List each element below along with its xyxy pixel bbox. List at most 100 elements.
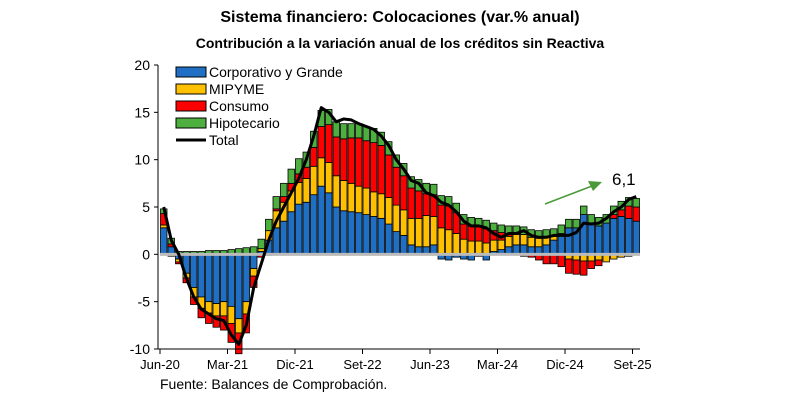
legend-label: Consumo — [209, 98, 269, 114]
y-tick-label: 0 — [142, 246, 150, 262]
bar-corporativo-y-grande — [287, 211, 295, 255]
bar-corporativo-y-grande — [220, 253, 228, 303]
bar-mipyme — [355, 185, 363, 214]
bar-hipotecario — [340, 123, 348, 140]
bar-consumo — [362, 140, 370, 189]
bar-consumo — [572, 259, 580, 275]
series-line-total — [162, 106, 637, 346]
bar-mipyme — [527, 236, 535, 248]
bar-mipyme — [310, 165, 318, 196]
y-tick-label: 15 — [134, 104, 150, 120]
legend-swatch — [175, 117, 207, 129]
bar-mipyme — [377, 193, 385, 219]
bar-mipyme — [452, 233, 460, 255]
bar-corporativo-y-grande — [580, 214, 588, 255]
bar-consumo — [212, 315, 220, 328]
bar-corporativo-y-grande — [197, 253, 205, 298]
bar-mipyme — [415, 217, 423, 248]
bar-corporativo-y-grande — [565, 227, 573, 255]
bar-mipyme — [482, 242, 490, 255]
bar-corporativo-y-grande — [317, 185, 325, 255]
trend-arrow — [544, 185, 593, 205]
bar-hipotecario — [557, 224, 565, 234]
bar-mipyme — [332, 175, 340, 208]
bar-mipyme — [475, 240, 483, 255]
bar-mipyme — [370, 191, 378, 217]
x-tick-label: Set-25 — [613, 357, 651, 372]
x-tick-label: Mar-21 — [207, 357, 248, 372]
bar-consumo — [595, 259, 603, 267]
bar-hipotecario — [587, 214, 595, 224]
bar-corporativo-y-grande — [302, 201, 310, 255]
bar-consumo — [370, 142, 378, 193]
bar-mipyme — [317, 157, 325, 187]
bar-consumo — [310, 146, 318, 167]
bar-hipotecario — [490, 222, 498, 232]
x-tick-label: Set-22 — [343, 357, 381, 372]
legend-label: Total — [209, 132, 239, 148]
bar-mipyme — [430, 216, 438, 246]
bar-consumo — [317, 126, 325, 159]
bar-mipyme — [512, 234, 520, 246]
bar-mipyme — [467, 240, 475, 255]
bar-consumo — [475, 226, 483, 242]
bar-consumo — [392, 166, 400, 206]
bar-corporativo-y-grande — [392, 231, 400, 255]
bar-mipyme — [250, 268, 258, 277]
bar-hipotecario — [632, 198, 640, 208]
bar-corporativo-y-grande — [550, 239, 558, 255]
bar-corporativo-y-grande — [272, 227, 280, 255]
bar-corporativo-y-grande — [227, 253, 235, 307]
bar-consumo — [632, 206, 640, 222]
annotation-label: 6,1 — [612, 170, 636, 189]
y-tick-label: 5 — [142, 199, 150, 215]
bar-hipotecario — [280, 182, 288, 197]
bar-corporativo-y-grande — [242, 253, 250, 303]
legend-swatch — [175, 83, 207, 95]
bar-mipyme — [340, 180, 348, 212]
bar-hipotecario — [430, 183, 438, 196]
legend-label: MIPYME — [209, 81, 264, 97]
bar-mipyme — [235, 318, 243, 334]
x-tick-label: Jun-23 — [410, 357, 450, 372]
bar-corporativo-y-grande — [235, 253, 243, 320]
bar-mipyme — [347, 182, 355, 213]
bar-mipyme — [227, 305, 235, 324]
bar-consumo — [422, 193, 430, 216]
bar-consumo — [565, 258, 573, 274]
bar-corporativo-y-grande — [250, 253, 258, 269]
bar-mipyme — [362, 187, 370, 215]
legend-swatch — [175, 66, 207, 78]
bar-consumo — [400, 175, 408, 211]
bar-mipyme — [445, 229, 453, 255]
bar-consumo — [377, 145, 385, 195]
bar-corporativo-y-grande — [190, 253, 198, 288]
bar-corporativo-y-grande — [617, 216, 625, 255]
bar-hipotecario — [287, 168, 295, 184]
bar-consumo — [557, 254, 565, 268]
x-tick-label: Mar-24 — [477, 357, 518, 372]
bar-corporativo-y-grande — [632, 220, 640, 255]
bar-mipyme — [535, 237, 543, 248]
bar-consumo — [460, 223, 468, 240]
bar-corporativo-y-grande — [212, 253, 220, 304]
bar-mipyme — [220, 301, 228, 317]
bar-hipotecario — [272, 196, 280, 210]
bar-corporativo-y-grande — [362, 214, 370, 255]
bar-mipyme — [160, 224, 168, 229]
bar-mipyme — [385, 197, 393, 225]
bar-mipyme — [497, 239, 505, 250]
bar-corporativo-y-grande — [587, 222, 595, 255]
y-tick-label: -10 — [130, 341, 150, 357]
bar-corporativo-y-grande — [332, 206, 340, 255]
bar-hipotecario — [572, 218, 580, 229]
legend-label: Corporativo y Grande — [209, 64, 343, 80]
bar-consumo — [587, 260, 595, 269]
bar-corporativo-y-grande — [310, 194, 318, 255]
bar-consumo — [580, 260, 588, 276]
bar-consumo — [407, 187, 415, 219]
bar-consumo — [325, 124, 333, 163]
bar-corporativo-y-grande — [205, 253, 213, 303]
bar-consumo — [437, 204, 445, 229]
